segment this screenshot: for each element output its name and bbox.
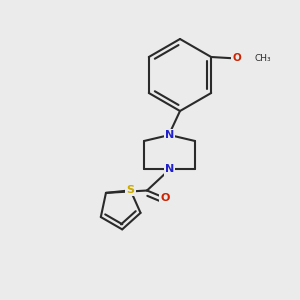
Text: S: S — [127, 185, 134, 195]
Text: CH₃: CH₃ — [255, 54, 271, 63]
Text: O: O — [160, 193, 170, 203]
Text: N: N — [165, 164, 174, 175]
Text: O: O — [232, 53, 241, 64]
Text: N: N — [165, 130, 174, 140]
